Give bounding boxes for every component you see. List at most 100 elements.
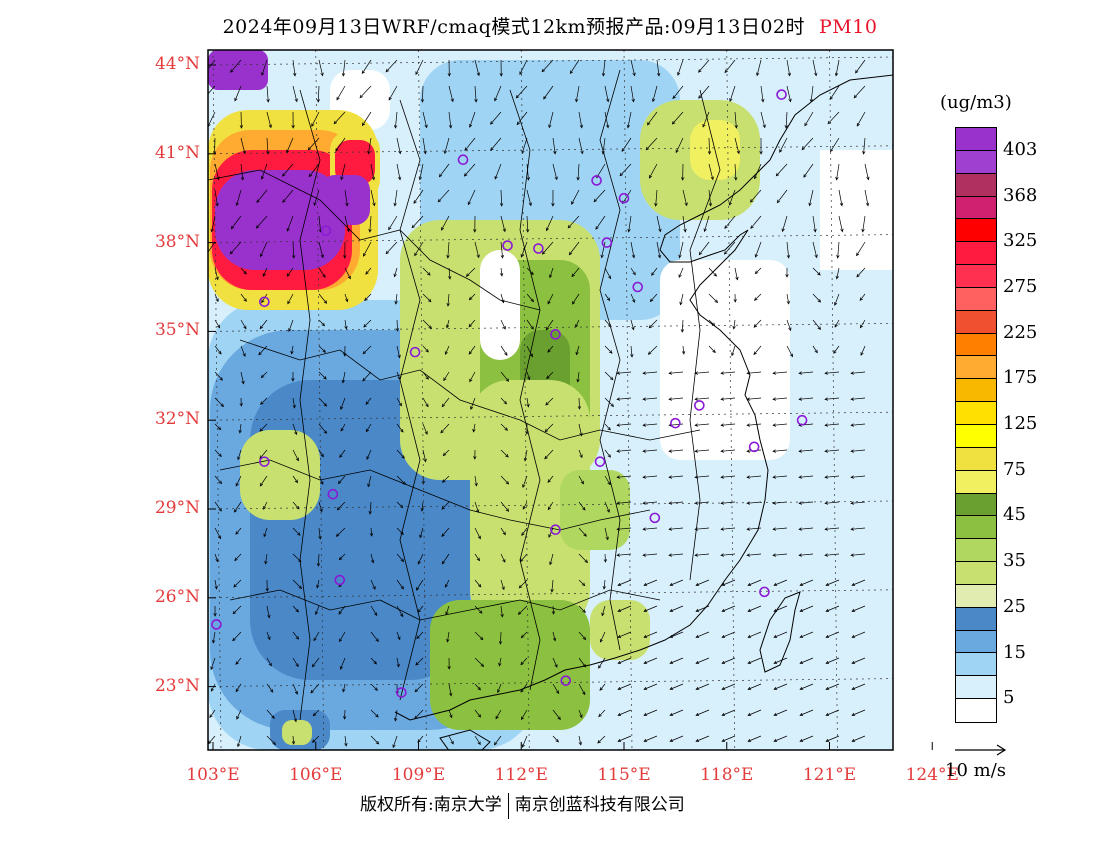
wind-arrowhead xyxy=(545,227,549,232)
wind-arrowhead xyxy=(529,353,533,358)
wind-arrowhead xyxy=(789,353,793,358)
colorbar-cell xyxy=(956,333,996,357)
wind-arrow xyxy=(755,267,762,274)
colorbar-label: 75 xyxy=(1003,458,1026,480)
wind-arrowhead xyxy=(450,98,454,103)
wind-arrow xyxy=(262,267,268,277)
wind-arrowhead xyxy=(754,297,758,301)
wind-arrowhead xyxy=(658,228,662,233)
colorbar-cell xyxy=(956,584,996,608)
wind-arrow xyxy=(422,319,432,329)
wind-arrowhead xyxy=(866,176,870,181)
copyright-owner: 版权所有:南京大学 xyxy=(360,795,502,815)
wind-arrow xyxy=(437,189,450,203)
wind-arrowhead xyxy=(677,72,681,76)
wind-arrowhead xyxy=(322,274,326,278)
wind-arrowhead xyxy=(669,738,674,742)
wind-arrowhead xyxy=(467,201,471,206)
wind-arrow xyxy=(240,345,246,357)
wind-arrowhead xyxy=(671,120,676,125)
wind-arrowhead xyxy=(735,276,739,281)
wind-arrow xyxy=(370,579,376,590)
wind-arrow xyxy=(773,423,788,426)
wind-arrow xyxy=(396,527,404,535)
wind-arrow xyxy=(394,709,398,721)
wind-arrow xyxy=(261,293,268,303)
wind-arrow xyxy=(572,293,580,305)
wind-arrow xyxy=(643,423,658,426)
wind-arrowhead xyxy=(442,452,447,457)
wind-arrowhead xyxy=(698,251,703,256)
wind-arrowhead xyxy=(374,687,378,691)
wind-arrow xyxy=(500,397,507,405)
wind-arrow xyxy=(862,215,866,232)
wind-arrow xyxy=(836,163,840,180)
wind-arrow xyxy=(695,579,710,586)
wind-arrowhead xyxy=(616,475,620,479)
city-station-marker xyxy=(334,574,346,586)
wind-arrow xyxy=(677,59,684,76)
wind-arrow xyxy=(721,423,736,426)
wind-arrowhead xyxy=(547,300,551,305)
wind-arrowhead xyxy=(824,371,828,375)
wind-arrow xyxy=(370,189,375,206)
wind-arrow xyxy=(474,631,484,640)
wind-arrowhead xyxy=(850,449,854,453)
wind-arrowhead xyxy=(238,429,242,434)
wind-arrowhead xyxy=(499,73,503,77)
wind-arrow xyxy=(209,709,216,718)
wind-arrowhead xyxy=(851,686,856,690)
wind-arrowhead xyxy=(295,457,299,462)
wind-arrow xyxy=(464,137,476,151)
wind-arrow xyxy=(578,579,585,586)
wind-arrowhead xyxy=(235,661,239,665)
wind-arrowhead xyxy=(520,634,525,639)
wind-arrow xyxy=(500,189,503,207)
wind-arrowhead xyxy=(799,634,804,638)
concentration-patch xyxy=(208,50,268,90)
wind-arrow xyxy=(292,501,300,510)
wind-arrowhead xyxy=(772,553,776,557)
wind-arrow xyxy=(721,527,736,530)
wind-arrow xyxy=(286,137,294,153)
wind-arrow xyxy=(266,709,275,719)
wind-arrow xyxy=(799,527,814,530)
wind-arrow xyxy=(292,449,299,461)
wind-arrow xyxy=(521,631,528,638)
wind-arrowhead xyxy=(657,72,661,77)
wind-arrowhead xyxy=(336,96,340,101)
wind-arrowhead xyxy=(385,250,390,255)
colorbar-cell xyxy=(956,447,996,471)
wind-arrowhead xyxy=(669,686,674,690)
wind-arrowhead xyxy=(720,501,724,505)
wind-arrow xyxy=(500,449,509,458)
wind-arrow xyxy=(825,631,840,638)
wind-arrow xyxy=(851,449,866,452)
colorbar-label: 35 xyxy=(1003,550,1026,572)
wind-arrow xyxy=(812,215,816,232)
colorbar-cell xyxy=(956,265,996,288)
wind-arrow xyxy=(526,397,529,407)
wind-arrow xyxy=(521,527,528,536)
wind-arrowhead xyxy=(395,328,400,332)
wind-arrow xyxy=(656,241,661,258)
wind-arrowhead xyxy=(580,480,584,485)
wind-arrow xyxy=(261,163,268,180)
wind-arrowhead xyxy=(840,228,844,233)
wind-arrow xyxy=(370,709,379,718)
wind-arrowhead xyxy=(631,98,635,103)
wind-arrowhead xyxy=(414,252,418,257)
wind-arrowhead xyxy=(298,585,303,589)
wind-arrow xyxy=(851,683,866,690)
wind-arrowhead xyxy=(545,402,549,406)
wind-arrow xyxy=(729,85,736,102)
colorbar-cell xyxy=(956,379,996,403)
wind-arrowhead xyxy=(549,561,553,566)
wind-arrow xyxy=(416,631,424,639)
lat-label: 29°N xyxy=(154,498,200,518)
wind-arrow xyxy=(799,397,814,400)
wind-arrow xyxy=(669,475,684,478)
wind-arrow xyxy=(422,449,427,462)
wind-arrow xyxy=(695,397,710,400)
